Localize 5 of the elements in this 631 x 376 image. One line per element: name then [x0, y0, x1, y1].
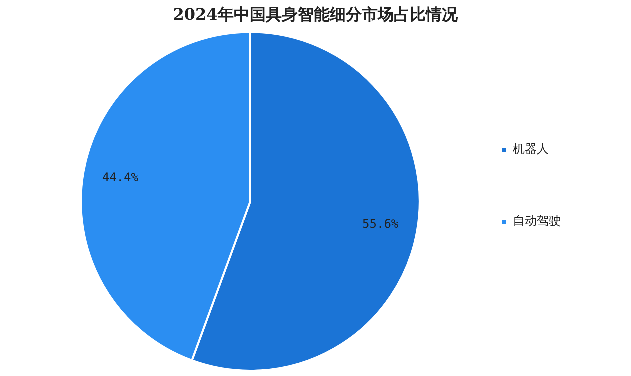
data-label: 44.4%	[102, 170, 140, 185]
legend-label: 自动驾驶	[513, 214, 561, 228]
data-label: 55.6%	[362, 216, 400, 231]
chart-title: 2024年中国具身智能细分市场占比情况	[173, 4, 459, 24]
legend-label: 机器人	[513, 142, 549, 156]
